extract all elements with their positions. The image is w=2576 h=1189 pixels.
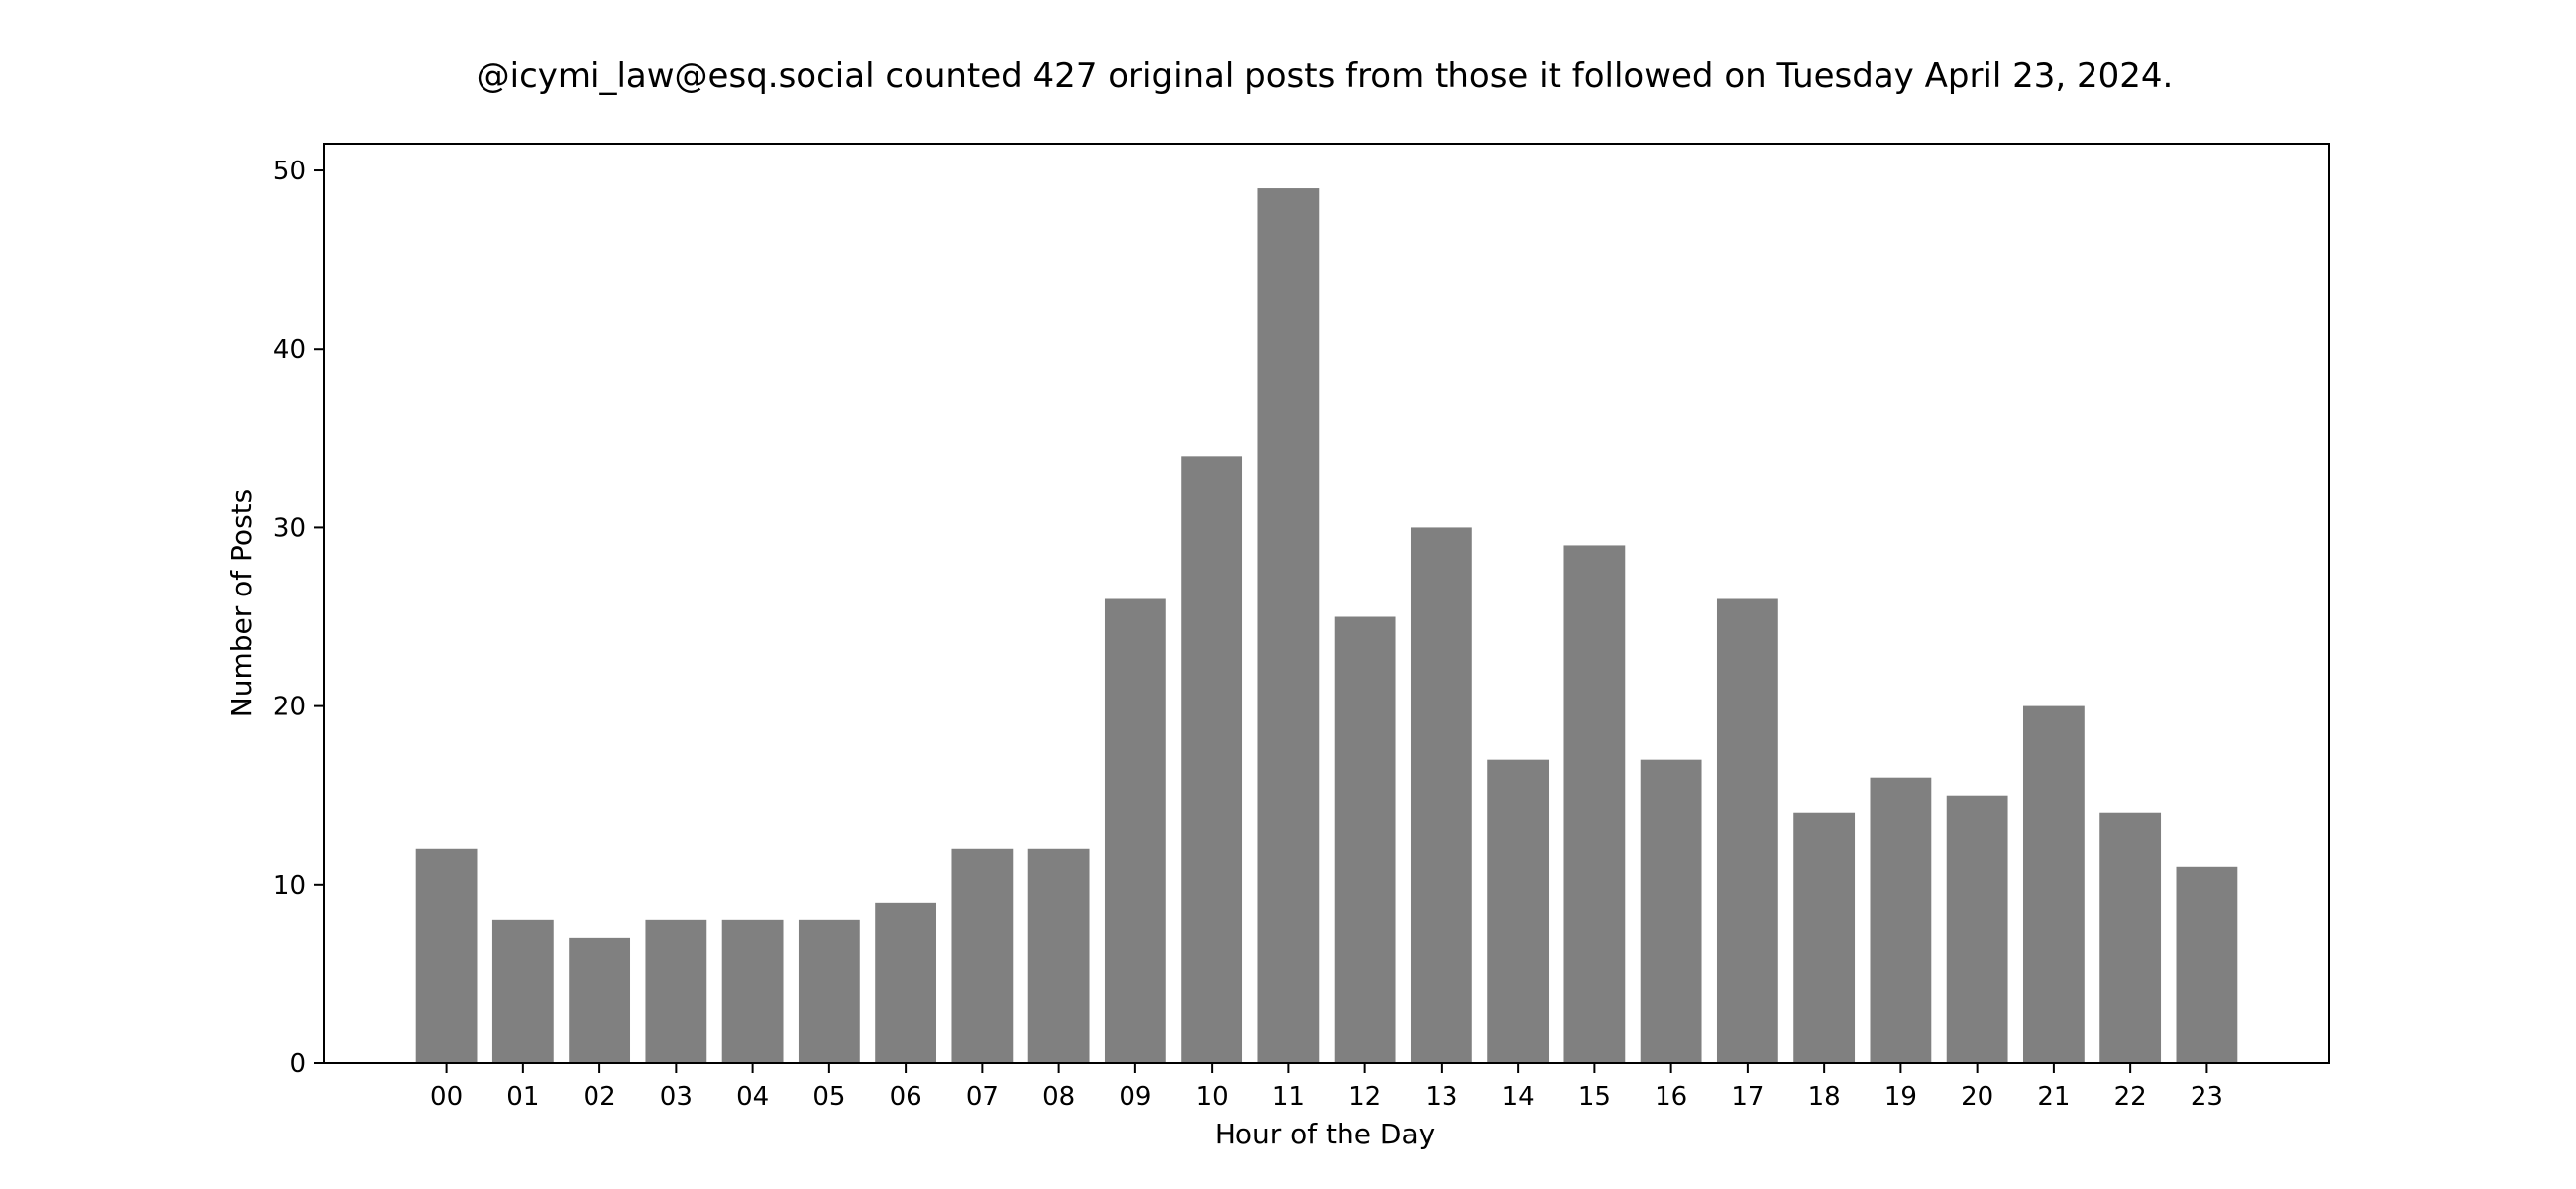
bar-16: [1640, 759, 1702, 1063]
x-tick-label: 02: [584, 1082, 616, 1112]
x-tick-label: 11: [1272, 1082, 1305, 1112]
x-tick-label: 19: [1884, 1082, 1917, 1112]
y-tick-label: 40: [273, 335, 306, 365]
x-tick-label: 06: [890, 1082, 922, 1112]
x-tick-label: 00: [430, 1082, 463, 1112]
y-tick-label: 0: [289, 1049, 306, 1079]
bar-05: [798, 919, 860, 1063]
bar-06: [875, 902, 937, 1063]
y-axis-title: Number of Posts: [225, 489, 258, 717]
y-tick-label: 50: [273, 157, 306, 186]
x-tick-label: 17: [1731, 1082, 1764, 1112]
plot-frame: [323, 143, 2330, 1064]
bar-21: [2022, 705, 2085, 1063]
bar-11: [1257, 188, 1320, 1064]
bar-10: [1181, 456, 1243, 1064]
bar-03: [645, 919, 707, 1063]
y-tick-label: 20: [273, 693, 306, 722]
bar-19: [1870, 777, 1932, 1063]
x-axis-title: Hour of the Day: [1215, 1118, 1435, 1150]
bar-14: [1487, 759, 1550, 1063]
bar-01: [491, 919, 554, 1063]
y-tick-label: 30: [273, 513, 306, 543]
bar-15: [1563, 545, 1626, 1063]
bar-00: [415, 848, 478, 1063]
x-tick-label: 09: [1119, 1082, 1151, 1112]
x-tick-label: 03: [660, 1082, 693, 1112]
chart-title: @icymi_law@esq.social counted 427 origin…: [477, 56, 2174, 96]
bars-group: [415, 188, 2238, 1064]
bar-04: [721, 919, 784, 1063]
x-tick-label: 23: [2191, 1082, 2223, 1112]
x-tick-label: 08: [1042, 1082, 1075, 1112]
bar-18: [1793, 812, 1856, 1063]
bar-09: [1104, 598, 1166, 1063]
x-tick-label: 15: [1578, 1082, 1611, 1112]
bar-08: [1027, 848, 1090, 1063]
y-axis-ticks: 0 10 20 30 40 50: [273, 157, 324, 1079]
x-tick-label: 22: [2114, 1082, 2147, 1112]
x-tick-label: 13: [1425, 1082, 1457, 1112]
x-tick-label: 16: [1655, 1082, 1687, 1112]
x-tick-label: 18: [1808, 1082, 1841, 1112]
x-axis-ticks: 00 01 02 03 04 05 06 07 08 09 10 11 12 13 14 15 16 17 18 19…: [430, 1063, 2223, 1112]
bar-23: [2176, 866, 2238, 1063]
bar-17: [1716, 598, 1778, 1063]
bar-22: [2099, 812, 2162, 1063]
y-tick-label: 10: [273, 871, 306, 901]
x-tick-label: 14: [1502, 1082, 1535, 1112]
bar-02: [569, 937, 631, 1063]
x-tick-label: 07: [966, 1082, 999, 1112]
x-tick-label: 20: [1961, 1082, 1993, 1112]
bar-13: [1410, 527, 1472, 1063]
x-tick-label: 04: [736, 1082, 769, 1112]
x-tick-label: 05: [812, 1082, 845, 1112]
x-tick-label: 12: [1348, 1082, 1381, 1112]
bar-20: [1946, 795, 2008, 1063]
bar-07: [951, 848, 1014, 1063]
x-tick-label: 10: [1196, 1082, 1229, 1112]
bar-12: [1334, 616, 1396, 1063]
x-tick-label: 01: [506, 1082, 539, 1112]
x-tick-label: 21: [2037, 1082, 2070, 1112]
